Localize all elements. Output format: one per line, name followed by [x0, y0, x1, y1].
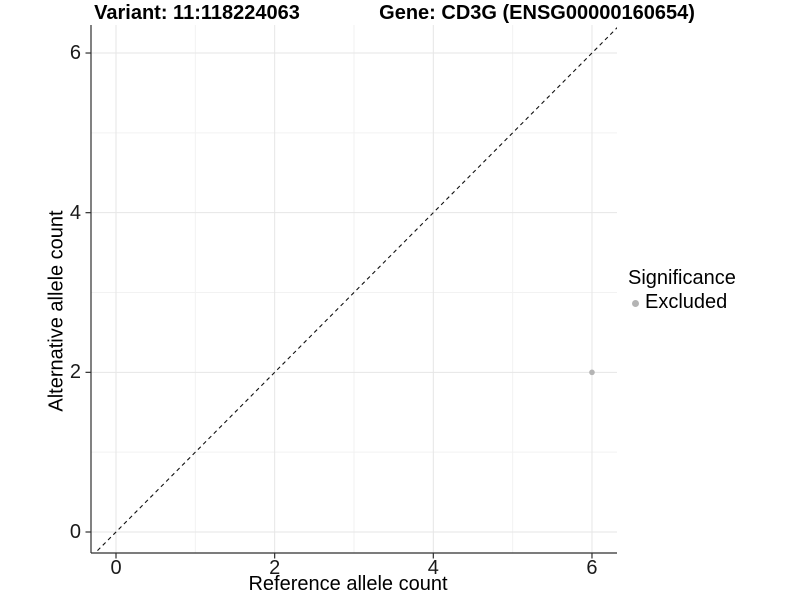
x-tick-label: 6 [586, 557, 598, 579]
identity-reference-line [94, 27, 617, 553]
x-tick-label: 0 [110, 557, 122, 579]
y-tick-label: 2 [69, 361, 81, 384]
plot-title-gene: Gene: CD3G (ENSG00000160654) [379, 2, 695, 24]
legend-title: Significance [628, 267, 736, 289]
legend-marker-circle-icon [632, 300, 639, 307]
y-tick-label: 6 [69, 42, 81, 65]
legend: Significance Excluded [628, 267, 736, 314]
y-tick-label: 0 [69, 521, 81, 543]
data-point [589, 369, 595, 376]
x-tick-label: 4 [427, 557, 439, 579]
legend-entry-label: Excluded [645, 291, 728, 313]
legend-entry: Excluded [628, 291, 736, 314]
x-tick-label: 2 [269, 557, 281, 579]
x-axis-title: Reference allele count [248, 573, 448, 595]
y-tick-label: 4 [69, 201, 81, 224]
plot-title-variant: Variant: 11:118224063 [94, 2, 300, 24]
